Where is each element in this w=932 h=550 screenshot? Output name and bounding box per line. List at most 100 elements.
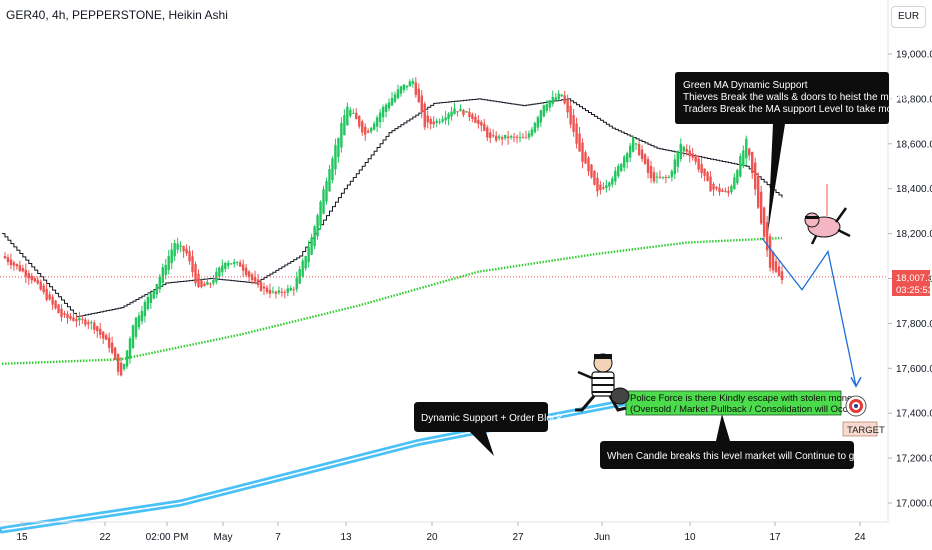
candle-body [459,108,462,112]
candle-body [244,267,248,276]
candle-body [759,191,763,224]
target-label: TARGET [847,425,885,436]
candle-body [399,86,403,94]
candle-body [292,289,295,291]
target-label-box: TARGET [842,421,885,437]
candle-body [447,113,450,119]
candle-body [554,97,557,101]
candles [3,77,784,377]
candle-body [426,115,429,123]
y-tick-label: 17,000.0 [896,499,932,510]
projection-path [761,237,862,388]
police-note-line-1: Police Force is there Kindly escape with… [630,393,857,404]
candle-body [173,243,176,257]
candle-body [640,149,644,160]
candle-body [551,96,554,104]
black-ma-path [2,98,783,318]
candle-body [319,201,322,226]
candle-body [140,311,144,322]
black-ma-line [2,98,783,318]
x-tick-label: 7 [275,532,281,543]
thief-running-icon [575,353,630,412]
police-note: Police Force is there Kindly escape with… [625,390,859,416]
candle-body [536,117,540,128]
y-tick-label: 17,800.0 [896,319,932,330]
candle-body [655,176,659,178]
price-badge[interactable]: 18,007.3 03:25:53 [892,270,932,296]
y-tick-label: 17,600.0 [896,364,932,375]
candle-body [131,325,135,349]
candle-body [9,259,13,266]
candle-body [224,262,227,269]
candle-body [259,282,263,291]
candle-body [96,326,99,332]
candle-body [116,353,120,372]
candle-body [676,151,680,167]
robber-falling-icon [804,184,851,245]
candle-body [557,93,560,99]
candle-body [712,183,715,190]
candle-body [390,97,394,106]
green-ma-path [1,236,783,366]
candle-body [739,156,742,177]
candle-body [700,164,703,174]
candle-body [24,269,28,277]
candle-body [572,115,575,132]
y-tick-label: 18,800.0 [896,94,932,105]
support-note: Dynamic Support + Order Block [421,413,563,424]
candle-body [593,170,596,185]
candle-body [381,106,385,118]
candle-body [334,145,337,170]
candle-body [253,277,257,282]
candle-body [393,94,397,102]
currency-button[interactable]: EUR [891,6,926,28]
candle-body [84,319,87,325]
candle-body [325,181,328,202]
candle-body [63,312,66,315]
candle-body [364,126,367,135]
candle-body [170,249,173,264]
candle-body [310,237,313,255]
x-tick-label: 22 [99,532,111,543]
candle-body [768,236,772,268]
x-tick-label: 24 [854,532,866,543]
candle-body [652,172,656,182]
candle-body [143,301,147,317]
candle-body [274,291,278,294]
candle-body [634,143,638,145]
candle-body [438,121,441,123]
candle-body [355,112,358,120]
candle-body [343,115,346,136]
candle-body [590,164,593,178]
candle-body [524,137,528,139]
candle-body [667,177,671,179]
candle-body [212,279,215,284]
candle-body [745,138,748,159]
candle-body [60,308,63,318]
candle-body [709,176,712,192]
candle-body [176,243,179,250]
candle-body [756,175,760,208]
candle-body [411,80,415,84]
ma-note-line-3: Traders Break the MA support Level to ta… [683,104,908,115]
candle-body [727,190,730,193]
candle-body [742,150,745,167]
candle-body [435,120,438,123]
candle-body [307,247,310,263]
candle-body [188,251,191,262]
candle-body [289,287,292,291]
ma-note-line-1: Green MA Dynamic Support [683,80,808,91]
candle-body [387,102,391,109]
candle-body [521,137,525,139]
candle-body [679,143,682,159]
candle-body [706,172,709,181]
candle-body [620,163,623,172]
candle-body [420,95,423,112]
candle-body [483,123,486,131]
candle-body [18,265,22,272]
candle-body [113,347,117,360]
candle-body [566,99,569,113]
candle-body [93,322,96,330]
symbol-title[interactable]: GER40, 4h, PEPPERSTONE, Heikin Ashi [6,8,228,22]
